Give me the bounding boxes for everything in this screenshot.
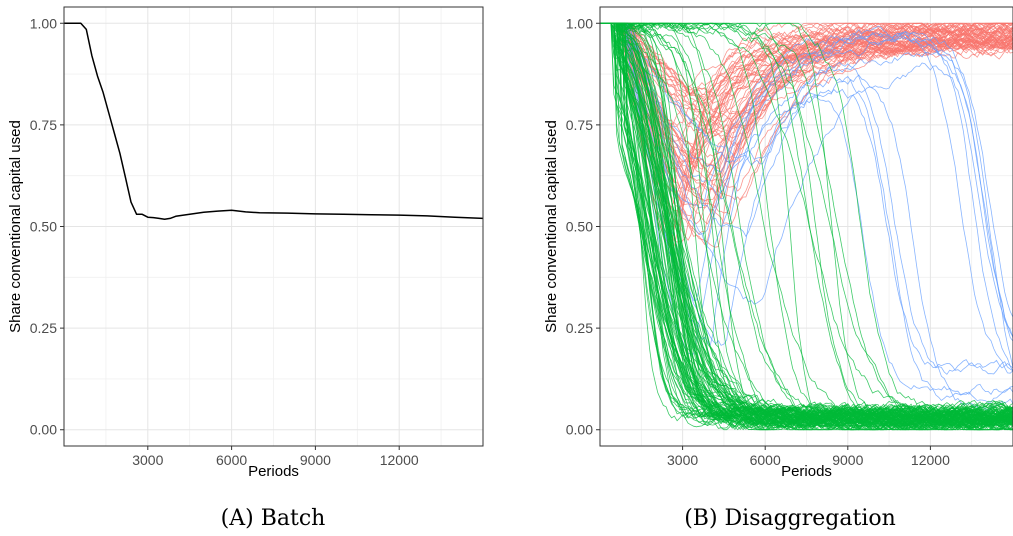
series-line — [600, 22, 1013, 424]
y-tick-label: 0.75 — [30, 117, 57, 133]
panel-disaggregation: 0.00 0.25 0.50 0.75 1.00 3000 6000 9000 12000 Per… — [543, 6, 1013, 531]
x-tick-label: 12000 — [911, 452, 950, 468]
series-line — [600, 22, 1013, 418]
x-tick-label: 12000 — [380, 452, 419, 468]
x-tick-label: 6000 — [216, 452, 247, 468]
y-axis-label: Share conventional capital used — [543, 120, 560, 333]
series-line — [600, 22, 1013, 431]
series-line — [600, 22, 1013, 337]
x-axis-label: Periods — [781, 463, 832, 480]
series-line — [600, 22, 1013, 209]
x-tick-label: 3000 — [667, 452, 698, 468]
x-tick-label: 9000 — [300, 452, 331, 468]
x-tick-label: 9000 — [832, 452, 863, 468]
series-line — [600, 22, 1013, 139]
series-line — [600, 22, 1013, 431]
series-line — [600, 22, 1013, 418]
y-axis-label: Share conventional capital used — [7, 120, 24, 333]
series-lines — [600, 22, 1013, 431]
y-tick-label: 0.25 — [566, 320, 593, 336]
y-tick-label: 0.25 — [30, 320, 57, 336]
panel-caption: (B) Disaggregation — [684, 506, 896, 531]
series-line — [600, 22, 1013, 192]
y-tick-label: 0.75 — [566, 117, 593, 133]
y-tick-label: 0.00 — [30, 422, 57, 438]
series-line — [600, 22, 1013, 372]
y-tick-label: 0.50 — [30, 219, 57, 235]
panel-batch: 0.00 0.25 0.50 0.75 1.00 3000 6000 9000 12000 Per… — [7, 6, 484, 531]
x-tick-label: 3000 — [132, 452, 163, 468]
panel-caption: (A) Batch — [221, 506, 326, 531]
x-axis-label: Periods — [248, 463, 299, 480]
y-tick-label: 0.00 — [566, 422, 593, 438]
y-tick-label: 1.00 — [566, 15, 593, 31]
series-line — [600, 22, 1013, 91]
batch-series-line — [64, 22, 484, 220]
series-line — [600, 22, 1013, 431]
y-tick-label: 0.50 — [566, 219, 593, 235]
series-line — [600, 22, 1013, 368]
series-line — [600, 22, 1013, 429]
series-line — [600, 22, 1013, 429]
y-tick-label: 1.00 — [30, 15, 57, 31]
x-tick-label: 6000 — [750, 452, 781, 468]
